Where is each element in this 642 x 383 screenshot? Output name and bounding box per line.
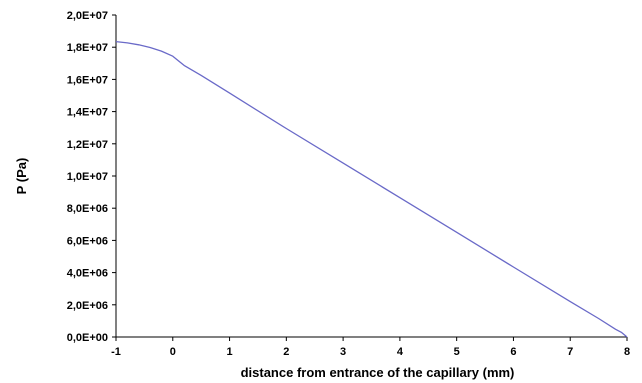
x-tick-label: 0 bbox=[170, 346, 176, 358]
pressure-series-line bbox=[115, 40, 628, 338]
y-tick-label: 4,0E+06 bbox=[67, 268, 108, 280]
x-tick-label: 3 bbox=[340, 346, 346, 358]
x-tick-label: 6 bbox=[510, 346, 516, 358]
x-tick-label: 7 bbox=[567, 346, 573, 358]
y-tick-label: 8,0E+06 bbox=[67, 203, 108, 215]
y-tick-label: 2,0E+07 bbox=[67, 10, 108, 22]
y-tick-label: 1,6E+07 bbox=[67, 74, 108, 86]
y-axis-ticks: 0,0E+00 2,0E+06 4,0E+06 6,0E+06 8,0E+06 1,0E+… bbox=[67, 10, 116, 344]
x-axis-title: distance from entrance of the capillary … bbox=[241, 365, 515, 380]
y-tick-label: 1,4E+07 bbox=[67, 107, 108, 119]
y-tick-label: 2,0E+06 bbox=[67, 300, 108, 312]
y-axis-title: P (Pa) bbox=[14, 158, 29, 195]
y-tick-label: 6,0E+06 bbox=[67, 235, 108, 247]
y-tick-label: 1,2E+07 bbox=[67, 139, 108, 151]
y-tick-label: 0,0E+00 bbox=[67, 332, 108, 344]
x-tick-label: 5 bbox=[454, 346, 460, 358]
x-tick-label: 4 bbox=[397, 346, 404, 358]
x-tick-label: 1 bbox=[226, 346, 232, 358]
y-tick-label: 1,0E+07 bbox=[67, 171, 108, 183]
x-axis-ticks: -1 0 1 2 3 4 5 6 7 8 bbox=[111, 337, 630, 358]
x-tick-label: 2 bbox=[283, 346, 289, 358]
y-tick-label: 1,8E+07 bbox=[67, 42, 108, 54]
x-tick-label: -1 bbox=[111, 346, 121, 358]
x-tick-label: 8 bbox=[624, 346, 630, 358]
series-layer bbox=[115, 40, 628, 338]
